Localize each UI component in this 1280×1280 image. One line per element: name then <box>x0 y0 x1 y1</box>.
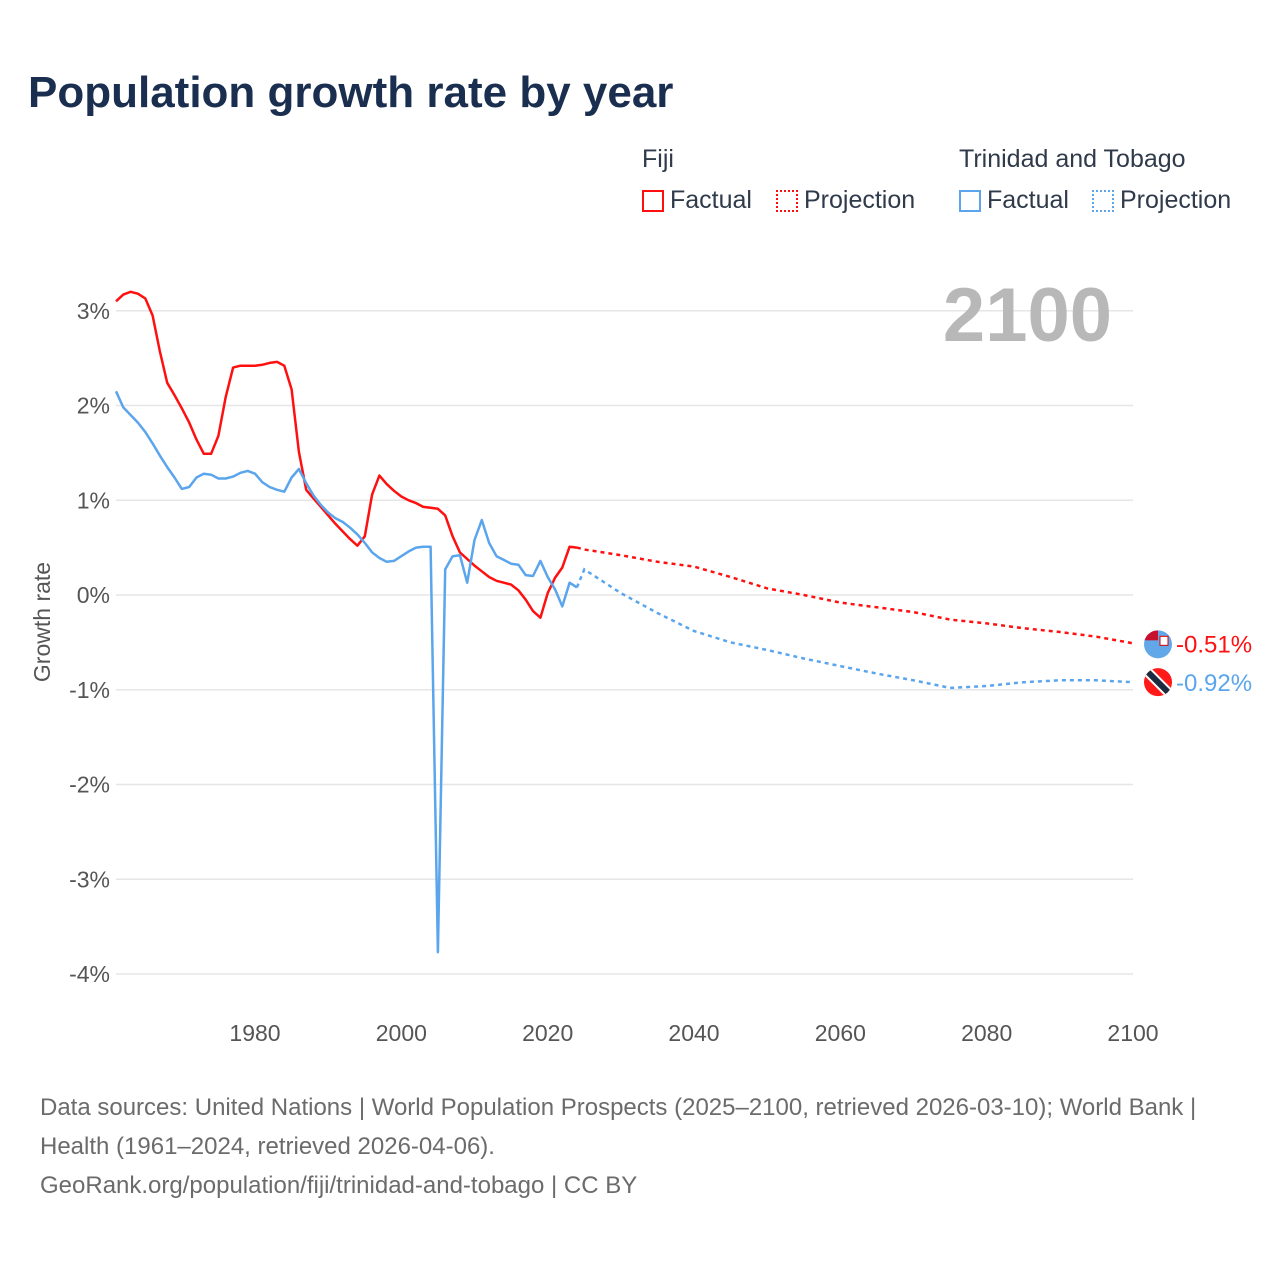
y-axis-label: Growth rate <box>29 562 55 682</box>
y-tick-label: 2% <box>77 393 110 419</box>
y-tick-label: -3% <box>69 866 110 892</box>
x-tick-label: 1980 <box>229 1020 280 1046</box>
series-fiji-projection-line <box>576 546 1134 645</box>
legend-label: Projection <box>804 186 916 214</box>
data-sources: Data sources: United Nations | World Pop… <box>40 1094 1197 1160</box>
source-url[interactable]: GeoRank.org/population/fiji/trinidad-and… <box>40 1172 638 1199</box>
flag-canton <box>1144 630 1158 641</box>
series-tt-factual-line <box>114 390 578 954</box>
legend-label: Projection <box>1120 186 1232 214</box>
current-year-label: 2100 <box>942 273 1112 358</box>
trinidad-flag-icon <box>1144 668 1172 697</box>
x-tick-label: 2040 <box>668 1020 719 1046</box>
y-tick-label: 1% <box>77 487 110 513</box>
legend-fiji-projection[interactable]: Projection <box>776 186 915 215</box>
series-fiji-factual-line <box>115 290 578 619</box>
series-tt-projection-line <box>575 567 1134 690</box>
fiji-flag-icon <box>1144 630 1172 659</box>
chart-title: Population growth rate by year <box>28 68 674 117</box>
flag-stripe-black <box>1144 668 1172 697</box>
footer: Data sources: United Nations | World Pop… <box>40 1088 1240 1205</box>
end-value-label-fiji: -0.51% <box>1176 631 1252 658</box>
flag-shield <box>1159 635 1169 646</box>
x-tick-label: 2100 <box>1107 1020 1158 1046</box>
legend-swatch-solid <box>959 189 981 212</box>
legend-swatch-dotted <box>1092 189 1114 212</box>
legend-fiji-factual[interactable]: Factual <box>642 186 752 215</box>
legend-tt-factual[interactable]: Factual <box>959 186 1069 215</box>
legend-label: Factual <box>670 186 752 214</box>
x-tick-label: 2060 <box>815 1020 866 1046</box>
y-tick-label: -4% <box>69 961 110 987</box>
y-tick-label: -1% <box>69 677 110 703</box>
y-tick-label: 0% <box>77 582 110 608</box>
y-tick-label: 3% <box>77 298 110 324</box>
legend-group-fiji: Fiji <box>642 145 674 173</box>
legend-swatch-dotted <box>776 189 798 212</box>
x-tick-label: 2020 <box>522 1020 573 1046</box>
y-tick-label: -2% <box>69 772 110 798</box>
legend-label: Factual <box>987 186 1069 214</box>
end-value-label-tt: -0.92% <box>1176 670 1252 697</box>
x-tick-label: 2080 <box>961 1020 1012 1046</box>
legend-tt-projection[interactable]: Projection <box>1092 186 1231 215</box>
x-tick-label: 2000 <box>376 1020 427 1046</box>
legend-group-tt: Trinidad and Tobago <box>959 145 1186 173</box>
legend-swatch-solid <box>642 189 664 212</box>
